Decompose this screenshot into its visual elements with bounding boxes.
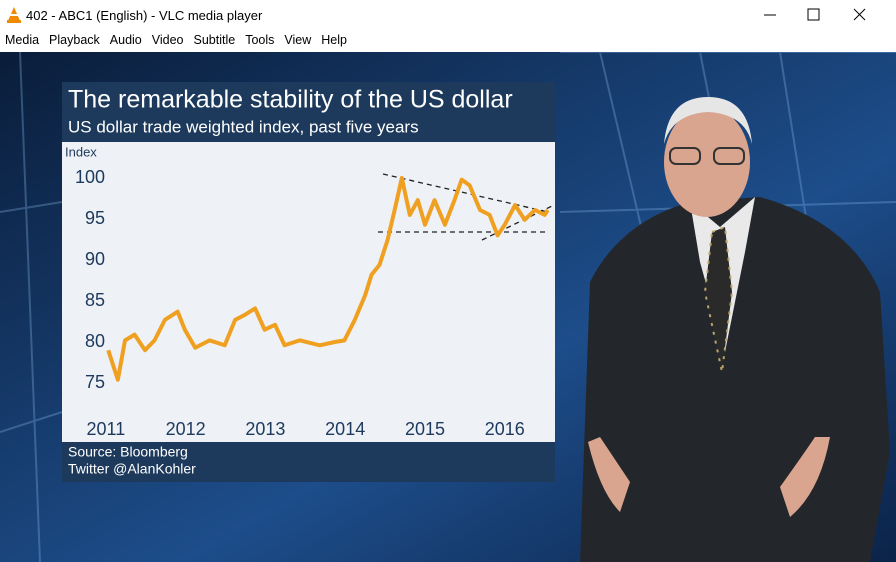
menu-item[interactable]: Playback bbox=[49, 33, 100, 47]
credit: Twitter @AlanKohler bbox=[68, 461, 196, 477]
source: Source: Bloomberg bbox=[68, 444, 188, 460]
chart-title: The remarkable stability of the US dolla… bbox=[68, 86, 513, 114]
menu-item[interactable]: Media bbox=[5, 33, 40, 47]
menu-item[interactable]: Video bbox=[151, 33, 184, 47]
x-tick-label: 2016 bbox=[485, 419, 525, 439]
menu-bar: Media Playback Audio Video Subtitle Tools View… bbox=[0, 30, 896, 52]
chart-header bbox=[62, 82, 555, 142]
title-bar: 402 - ABC1 (English) - VLC media player bbox=[0, 0, 896, 30]
chart-footer bbox=[62, 442, 555, 482]
maximize-button[interactable] bbox=[807, 8, 820, 21]
data-line bbox=[106, 176, 550, 382]
vlc-icon bbox=[7, 7, 21, 23]
window-controls[interactable] bbox=[756, 0, 896, 30]
x-tick-label: 2014 bbox=[325, 419, 365, 439]
x-tick-label: 2011 bbox=[87, 419, 126, 439]
plot-area bbox=[62, 142, 555, 442]
close-button[interactable] bbox=[853, 8, 866, 21]
menu-item[interactable]: Subtitle bbox=[193, 33, 236, 47]
y-tick-label: 75 bbox=[85, 372, 105, 392]
video-frame: The remarkable stability of the US dolla… bbox=[0, 52, 896, 562]
y-tick-label: 85 bbox=[85, 290, 105, 310]
menu-item[interactable]: Tools bbox=[245, 33, 275, 47]
y-tick-label: 80 bbox=[85, 331, 105, 351]
menu-item[interactable]: View bbox=[284, 33, 312, 47]
x-tick-label: 2013 bbox=[245, 419, 285, 439]
chart-subtitle: US dollar trade weighted index, past fiv… bbox=[68, 117, 419, 136]
x-tick-label: 2015 bbox=[405, 419, 445, 439]
x-tick-label: 2012 bbox=[166, 419, 206, 439]
menu-item[interactable]: Help bbox=[321, 33, 347, 47]
window-title: 402 - ABC1 (English) - VLC media player bbox=[26, 8, 263, 23]
presenter bbox=[580, 97, 890, 562]
y-tick-label: 95 bbox=[85, 208, 105, 228]
y-tick-label: 100 bbox=[75, 167, 105, 187]
y-tick-label: 90 bbox=[85, 249, 105, 269]
y-axis-label: Index bbox=[65, 144, 97, 159]
menu-item[interactable]: Audio bbox=[109, 33, 142, 47]
